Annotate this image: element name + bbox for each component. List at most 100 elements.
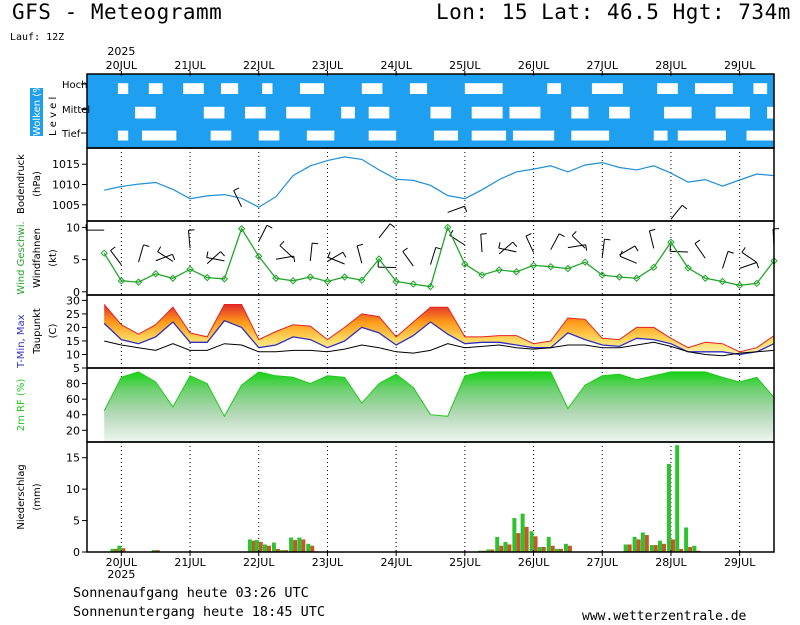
cloud-cover-tief [471,130,507,141]
cloud-axis-label: Wolken (%) [32,79,43,136]
wind-speed-point [581,258,589,266]
wind-speed-point [237,225,246,233]
wind-barb-flag [402,247,408,252]
wind-barb [498,247,517,253]
precip-total-bar [658,540,663,552]
wind-barb-flag [464,206,468,213]
wind-barb [721,251,729,269]
wind-barb [275,255,294,260]
wind-speed-point [529,261,538,270]
precip-total-bar [640,532,645,552]
date-label-bottom: 21JUL [174,556,206,569]
precip-convective-bar [688,546,693,552]
wind-speed-point [547,262,555,271]
cloud-cover-mittel [135,106,156,119]
wind-barb-flag [634,245,639,252]
cloud-label-swatch [30,88,43,136]
cloud-cover-tief [653,130,668,141]
precip-total-bar [306,543,311,552]
wind-barb-flag [558,233,565,238]
wind-barb [309,243,313,262]
wind-barb [206,251,221,264]
source-credit: www.wetterzentrale.de [582,609,747,624]
precip-total-bar [692,545,697,552]
wind-speed-point [495,266,503,274]
wind-barb [739,262,757,269]
wind-speed-point [375,255,383,263]
wind-speed-axis-label: Wind Geschwi. [16,221,27,294]
cloud-cover-hoch [753,83,768,94]
cloud-cover-mittel [767,106,778,119]
wind-barb [378,223,391,239]
cloud-cover-hoch [547,83,562,94]
level-label-mittel: Mittel [62,105,90,116]
wind-barb-flag [143,244,150,247]
cloud-cover-tief [571,130,610,141]
wind-speed-point [255,252,263,261]
precip-convective-bar [541,546,546,552]
sunrise-text: Sonnenaufgang heute 03:26 UTC [73,585,309,601]
precip-convective-bar [679,548,684,552]
level-label-tief: Tief [61,129,81,140]
wind-speed-point [117,277,126,285]
cloud-cover-mittel [715,106,750,119]
wind-speed-point [443,223,452,232]
wind-speed-point [289,277,297,285]
precip-convective-bar [670,539,675,552]
cloud-cover-hoch [409,83,428,94]
wind-barb-flag [498,242,501,249]
cloud-cover-tief [306,130,335,141]
precip-total-bar [247,539,252,552]
wind-barb [279,245,294,259]
wind-barb [741,251,758,263]
y-tick-label: 10 [66,348,80,361]
wind-barb [157,251,174,262]
y-tick-label: 15 [66,335,80,348]
y-tick-label: 15 [66,452,80,465]
cloud-cover-mittel [509,106,541,119]
wind-barb [648,230,655,249]
date-label-top: 20JUL [106,59,138,72]
temperature-unit-label: (C) [48,324,59,339]
y-tick-label: 30 [66,294,80,307]
y-tick-label: 20 [66,424,80,437]
cloud-cover-mittel [368,106,390,119]
wind-speed-point [169,274,177,282]
y-tick-label: 20 [66,321,80,334]
wind-speed-point [650,263,658,272]
wind-barb-flag [172,254,176,261]
cloud-cover-hoch [464,83,503,94]
y-tick-label: 10 [66,221,80,234]
cloud-cover-hoch [299,83,325,94]
level-label-hoch: Hoch [62,80,87,91]
wind-barb [258,225,268,242]
year-label-top: 2025 [107,45,135,58]
wind-speed-point [409,280,418,288]
precip-total-bar [554,548,559,552]
y-tick-label: 1010 [52,179,80,192]
wind-barb-flag [681,204,688,210]
pressure-unit-label: (hPa) [32,171,43,197]
wind-barb-axis-label: Windfahnen [32,228,43,288]
panel-frame-precipitation [86,441,775,553]
wind-barb [601,239,605,258]
cloud-cover-hoch [591,83,623,94]
wind-barb-flag [435,246,442,250]
precip-convective-bar [114,548,119,552]
precip-convective-bar [490,549,495,552]
wind-barb-flag [233,187,240,191]
wind-barb-flag [342,251,347,258]
level-axis-label: L e v e l [48,97,59,136]
y-tick-label: 5 [73,254,80,267]
date-label-bottom: 23JUL [312,556,344,569]
cloud-cover-tief [141,130,177,141]
cloud-cover-hoch [694,83,733,94]
date-label-bottom: 20JUL [106,556,138,569]
cloud-cover-hoch [262,83,273,94]
wind-speed-line [103,225,775,288]
wind-barb [155,253,173,262]
wind-speed-point [151,270,160,278]
cloud-cover-mittel [471,106,503,119]
wind-speed-point [426,282,435,291]
wind-barb [619,255,637,264]
